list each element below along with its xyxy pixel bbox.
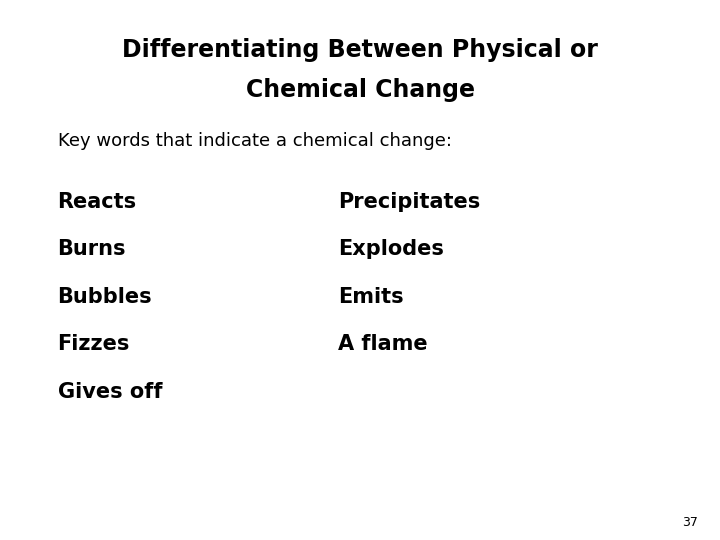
- Text: Burns: Burns: [58, 239, 126, 259]
- Text: Chemical Change: Chemical Change: [246, 78, 474, 102]
- Text: Explodes: Explodes: [338, 239, 444, 259]
- Text: Reacts: Reacts: [58, 192, 137, 212]
- Text: Emits: Emits: [338, 287, 404, 307]
- Text: Differentiating Between Physical or: Differentiating Between Physical or: [122, 38, 598, 62]
- Text: 37: 37: [683, 516, 698, 529]
- Text: Precipitates: Precipitates: [338, 192, 481, 212]
- Text: Bubbles: Bubbles: [58, 287, 152, 307]
- Text: Key words that indicate a chemical change:: Key words that indicate a chemical chang…: [58, 132, 451, 150]
- Text: Gives off: Gives off: [58, 382, 162, 402]
- Text: Fizzes: Fizzes: [58, 334, 130, 354]
- Text: A flame: A flame: [338, 334, 428, 354]
